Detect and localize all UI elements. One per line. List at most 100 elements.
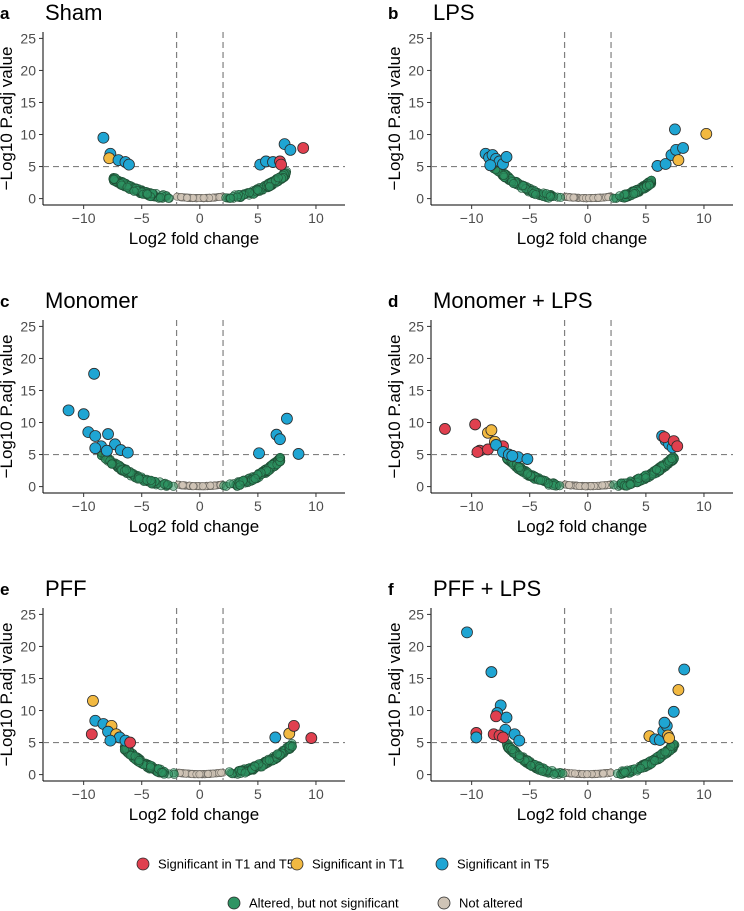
point-altered xyxy=(250,761,260,771)
point-altered xyxy=(615,191,625,201)
legend: Significant in T1 and T5 Significant in T… xyxy=(136,857,549,911)
point-not-altered xyxy=(217,768,226,777)
x-tick-label: 0 xyxy=(584,786,592,802)
point-altered xyxy=(275,452,285,462)
point-altered xyxy=(518,181,528,191)
x-tick-label: 10 xyxy=(308,210,324,226)
point-altered xyxy=(609,480,619,490)
y-tick-label: 0 xyxy=(416,191,424,207)
point-significant-t5 xyxy=(484,159,497,172)
point-significant-t5 xyxy=(100,444,113,457)
y-tick-label: 0 xyxy=(28,191,36,207)
panel-title: LPS xyxy=(433,0,475,25)
point-altered xyxy=(509,179,519,189)
x-tick-label: 10 xyxy=(696,498,712,514)
panel-b: b LPS −10 −5 0 5 10 0 5 10 15 20 25 Log2 fold change −… xyxy=(385,0,733,248)
x-tick-label: −5 xyxy=(134,786,150,802)
y-axis-title: −Log10 P.adj value xyxy=(0,47,16,191)
y-tick-label: 10 xyxy=(20,127,36,143)
point-altered xyxy=(545,191,555,201)
y-tick-label: 0 xyxy=(28,479,36,495)
y-tick-label: 20 xyxy=(408,350,424,366)
point-not-altered xyxy=(598,481,607,490)
point-significant-t1 xyxy=(87,695,99,707)
point-significant-t5 xyxy=(513,734,526,747)
panel-e: e PFF −10 −5 0 5 10 0 5 10 15 20 25 Log2 fold change −… xyxy=(0,576,345,824)
point-significant-t5 xyxy=(485,666,498,678)
point-altered xyxy=(121,465,131,475)
point-altered xyxy=(555,481,565,491)
point-significant-t1t5 xyxy=(469,418,482,431)
point-significant-t1t5 xyxy=(439,423,451,435)
point-significant-t1t5 xyxy=(490,710,502,723)
y-tick-label: 20 xyxy=(20,350,36,366)
point-significant-t5 xyxy=(102,428,114,440)
point-significant-t5 xyxy=(677,142,689,154)
point-significant-t1t5 xyxy=(297,142,310,154)
panel-letter: c xyxy=(0,292,9,311)
point-significant-t5 xyxy=(62,404,75,417)
x-tick-label: −5 xyxy=(522,210,538,226)
y-tick-label: 15 xyxy=(20,94,36,110)
x-tick-label: −10 xyxy=(460,210,484,226)
x-axis-title: Log2 fold change xyxy=(517,229,647,248)
y-tick-label: 15 xyxy=(408,94,424,110)
point-altered xyxy=(163,480,173,490)
x-axis-title: Log2 fold change xyxy=(129,229,259,248)
point-altered xyxy=(156,193,166,203)
point-significant-t1t5 xyxy=(275,158,288,171)
y-tick-label: 0 xyxy=(28,767,36,783)
x-tick-label: −10 xyxy=(72,210,96,226)
y-tick-label: 5 xyxy=(28,159,36,175)
y-tick-label: 15 xyxy=(408,382,424,398)
point-altered xyxy=(109,174,119,184)
x-tick-label: −5 xyxy=(522,498,538,514)
point-significant-t1t5 xyxy=(471,446,484,458)
y-tick-label: 20 xyxy=(20,638,36,654)
point-significant-t5 xyxy=(104,734,117,747)
legend-label-not: Not altered xyxy=(459,896,523,911)
point-significant-t5 xyxy=(281,412,293,425)
point-not-altered xyxy=(178,481,187,490)
legend-key-t1t5 xyxy=(136,857,150,871)
point-altered xyxy=(650,756,660,766)
point-not-altered xyxy=(195,770,204,779)
x-tick-label: 0 xyxy=(584,210,592,226)
x-tick-label: −10 xyxy=(72,498,96,514)
point-altered xyxy=(129,186,139,196)
point-altered xyxy=(636,763,646,773)
x-axis-title: Log2 fold change xyxy=(129,805,259,824)
point-altered xyxy=(163,193,173,203)
y-tick-label: 15 xyxy=(20,670,36,686)
point-significant-t5 xyxy=(77,408,90,421)
y-tick-label: 15 xyxy=(20,382,36,398)
x-tick-label: 0 xyxy=(196,210,204,226)
y-tick-label: 10 xyxy=(20,703,36,719)
x-tick-label: 10 xyxy=(308,498,324,514)
x-tick-label: −5 xyxy=(134,498,150,514)
point-significant-t5 xyxy=(521,453,534,465)
point-significant-t5 xyxy=(274,433,286,446)
point-significant-t1t5 xyxy=(287,719,300,732)
x-tick-label: 5 xyxy=(254,498,262,514)
point-not-altered xyxy=(569,193,578,202)
point-not-altered xyxy=(583,770,592,779)
point-significant-t1t5 xyxy=(305,732,318,744)
y-tick-label: 20 xyxy=(408,62,424,78)
point-not-altered xyxy=(594,193,603,202)
x-tick-label: −5 xyxy=(134,210,150,226)
y-tick-label: 25 xyxy=(20,318,36,334)
point-altered xyxy=(660,747,670,757)
panel-title: Monomer + LPS xyxy=(433,288,593,313)
y-tick-label: 10 xyxy=(20,415,36,431)
point-significant-t5 xyxy=(658,716,671,729)
x-tick-label: 10 xyxy=(308,786,324,802)
point-altered xyxy=(107,459,117,469)
x-tick-label: 0 xyxy=(196,786,204,802)
y-tick-label: 0 xyxy=(416,767,424,783)
point-altered xyxy=(253,185,263,195)
legend-label-t1: Significant in T1 xyxy=(312,857,404,872)
point-significant-t5 xyxy=(678,663,691,676)
panel-f: f PFF + LPS −10 −5 0 5 10 0 5 10 15 20 25 Log2 fold c… xyxy=(385,576,733,824)
y-tick-label: 20 xyxy=(408,638,424,654)
